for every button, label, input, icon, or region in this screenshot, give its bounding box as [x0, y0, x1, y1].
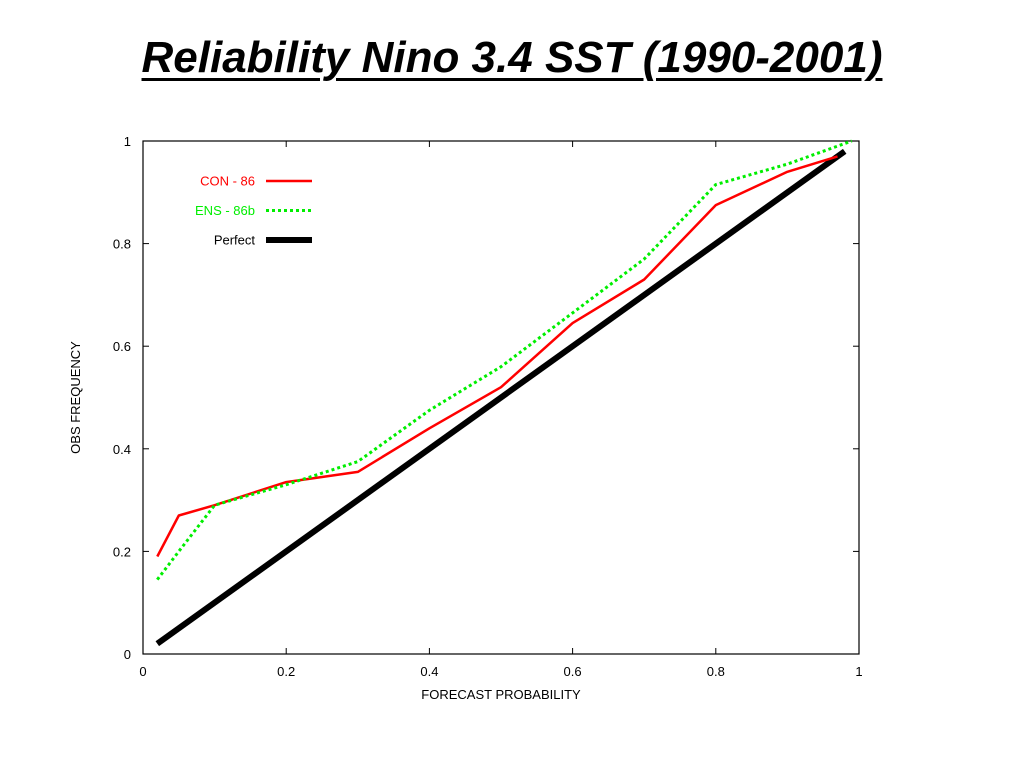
- x-tick-label: 0.8: [707, 664, 725, 679]
- series-line-perfect: [155, 148, 847, 647]
- x-tick-label: 1: [855, 664, 862, 679]
- y-tick-label: 0: [124, 647, 131, 662]
- x-tick-label: 0.2: [277, 664, 295, 679]
- legend: CON - 86 ENS - 86b Perfect: [195, 174, 312, 248]
- axes: 0 0.2 0.4 0.6 0.8 1 0 0.2 0.4 0.6 0.8 1: [113, 134, 863, 679]
- slide-title: Reliability Nino 3.4 SST (1990-2001): [0, 36, 1024, 80]
- legend-label: Perfect: [214, 233, 256, 248]
- x-tick-label: 0.4: [420, 664, 438, 679]
- x-axis-label: FORECAST PROBABILITY: [421, 687, 581, 702]
- series-line-con-86: [156, 155, 838, 558]
- y-tick-label: 0.4: [113, 442, 131, 457]
- legend-label: ENS - 86b: [195, 203, 255, 218]
- y-tick-label: 0.8: [113, 237, 131, 252]
- legend-label: CON - 86: [200, 174, 255, 189]
- series-line-ens-86b: [156, 139, 853, 581]
- y-tick-label: 0.2: [113, 544, 131, 559]
- x-tick-label: 0: [139, 664, 146, 679]
- y-axis-label: OBS FREQUENCY: [68, 341, 83, 454]
- slide-title-text: Reliability Nino 3.4 SST (1990-2001): [141, 33, 883, 82]
- y-tick-label: 1: [124, 134, 131, 149]
- x-tick-label: 0.6: [564, 664, 582, 679]
- plot-frame: [142, 140, 860, 655]
- y-tick-label: 0.6: [113, 339, 131, 354]
- series-lines: [155, 139, 853, 647]
